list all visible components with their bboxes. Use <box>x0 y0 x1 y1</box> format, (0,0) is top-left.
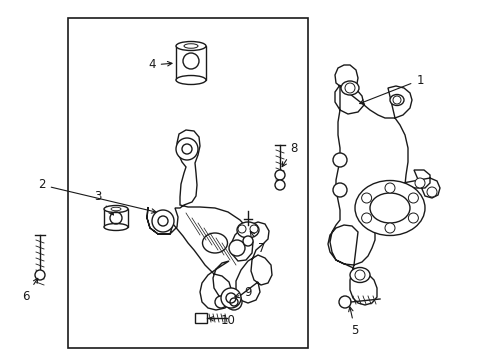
Ellipse shape <box>104 224 128 230</box>
Circle shape <box>384 223 394 233</box>
Circle shape <box>414 178 424 188</box>
Circle shape <box>274 180 285 190</box>
Polygon shape <box>147 130 271 310</box>
Ellipse shape <box>389 94 403 105</box>
Circle shape <box>338 296 350 308</box>
Circle shape <box>407 213 418 223</box>
Ellipse shape <box>104 206 128 212</box>
Circle shape <box>228 240 244 256</box>
Text: 4: 4 <box>148 58 172 72</box>
Circle shape <box>361 193 371 203</box>
Ellipse shape <box>354 180 424 235</box>
Ellipse shape <box>176 76 205 85</box>
Text: 3: 3 <box>94 189 113 215</box>
Text: 8: 8 <box>282 141 297 167</box>
Circle shape <box>426 187 436 197</box>
Bar <box>195 313 206 323</box>
Circle shape <box>35 270 45 280</box>
Bar <box>68 18 307 348</box>
Circle shape <box>221 288 241 308</box>
Circle shape <box>274 170 285 180</box>
Bar <box>176 46 205 80</box>
Text: 5: 5 <box>348 307 358 337</box>
Circle shape <box>361 213 371 223</box>
Circle shape <box>332 153 346 167</box>
Circle shape <box>384 183 394 193</box>
Circle shape <box>176 138 198 160</box>
Circle shape <box>215 296 226 308</box>
Circle shape <box>225 294 242 310</box>
Ellipse shape <box>202 233 227 253</box>
Ellipse shape <box>340 81 358 95</box>
Circle shape <box>152 210 174 232</box>
Bar <box>104 209 128 227</box>
Text: 6: 6 <box>22 278 38 302</box>
Text: 10: 10 <box>208 314 235 327</box>
Ellipse shape <box>237 222 259 238</box>
Text: 9: 9 <box>234 287 251 300</box>
Circle shape <box>332 183 346 197</box>
Text: 2: 2 <box>38 179 156 213</box>
Text: 7: 7 <box>250 231 265 255</box>
Polygon shape <box>327 65 439 305</box>
Circle shape <box>243 236 252 246</box>
Circle shape <box>407 193 418 203</box>
Ellipse shape <box>176 41 205 50</box>
Ellipse shape <box>349 267 369 283</box>
Text: 1: 1 <box>359 73 423 104</box>
